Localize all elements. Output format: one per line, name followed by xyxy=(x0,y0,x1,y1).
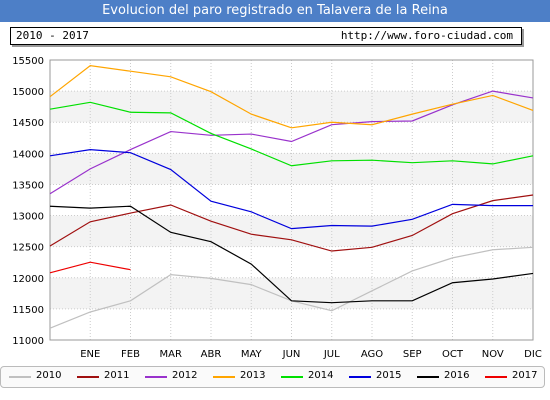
x-tick-label: JUN xyxy=(282,349,301,360)
y-tick-label: 12500 xyxy=(12,243,44,254)
legend-swatch xyxy=(145,376,167,378)
y-tick-label: 14000 xyxy=(12,149,44,160)
series-line-2017 xyxy=(49,261,131,274)
legend-swatch xyxy=(281,376,303,378)
x-tick-label: ENE xyxy=(80,349,100,360)
legend-swatch xyxy=(417,376,439,378)
x-tick-label: AGO xyxy=(361,349,383,360)
legend-swatch xyxy=(77,376,99,378)
legend-label: 2015 xyxy=(376,370,402,381)
x-tick-label: ABR xyxy=(201,349,222,360)
series-line-2015 xyxy=(49,148,533,230)
x-tick-label: SEP xyxy=(403,349,422,360)
legend-label: 2017 xyxy=(512,370,538,381)
source-url: http://www.foro-ciudad.com xyxy=(340,29,513,42)
y-tick-label: 13500 xyxy=(12,180,44,191)
legend-label: 2016 xyxy=(444,370,470,381)
legend: 2010 2011 2012 2013 2014 2015 2016 2017 xyxy=(0,366,545,388)
series-line-2016 xyxy=(49,205,534,304)
series-line-2012 xyxy=(49,90,534,195)
y-tick-label: 11500 xyxy=(12,305,44,316)
x-tick-label: NOV xyxy=(482,349,504,360)
legend-swatch xyxy=(9,376,31,378)
legend-swatch xyxy=(349,376,371,378)
x-tick-label: MAY xyxy=(241,349,263,360)
x-tick-label: OCT xyxy=(442,349,464,360)
chart-title: Evolucion del paro registrado en Talaver… xyxy=(0,0,550,22)
x-tick-label: FEB xyxy=(121,349,140,360)
y-tick-label: 13000 xyxy=(12,212,44,223)
legend-label: 2014 xyxy=(308,370,334,381)
y-tick-label: 15000 xyxy=(12,87,44,98)
x-tick-label: JUL xyxy=(323,349,340,360)
legend-label: 2013 xyxy=(240,370,266,381)
y-tick-label: 14500 xyxy=(12,118,44,129)
series-line-2014 xyxy=(49,101,534,167)
legend-label: 2011 xyxy=(104,370,130,381)
legend-swatch xyxy=(213,376,235,378)
x-tick-label: DIC xyxy=(524,349,542,360)
legend-label: 2010 xyxy=(36,370,62,381)
legend-label: 2012 xyxy=(172,370,198,381)
line-chart: 11000 11500 12000 12500 13000 13500 14000 14500… xyxy=(12,56,542,360)
x-tick-label: MAR xyxy=(160,349,182,360)
info-box: 2010 - 2017 http://www.foro-ciudad.com xyxy=(10,27,522,45)
legend-swatch xyxy=(485,376,507,378)
y-tick-label: 11000 xyxy=(12,336,44,347)
y-tick-label: 12000 xyxy=(12,274,44,285)
series-line-2011 xyxy=(49,194,534,252)
y-tick-label: 15500 xyxy=(12,56,44,67)
series-line-2013 xyxy=(49,64,534,129)
period-label: 2010 - 2017 xyxy=(16,29,89,42)
plot-frame xyxy=(49,59,534,341)
